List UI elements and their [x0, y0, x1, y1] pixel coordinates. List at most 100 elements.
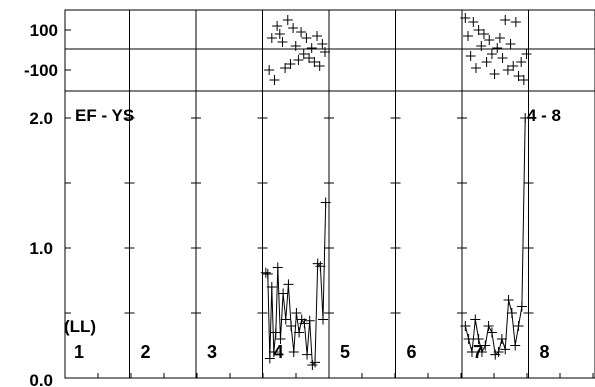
segment-label: 3 [207, 342, 217, 362]
main-panel-frame [64, 90, 595, 379]
data-point [315, 261, 326, 272]
data-point [307, 360, 318, 370]
data-point [506, 308, 517, 318]
top-data-point [282, 15, 293, 25]
top-data-point [513, 71, 524, 81]
data-point [275, 334, 286, 344]
top-data-point [484, 35, 495, 45]
data-point [500, 344, 511, 355]
data-point [264, 353, 275, 364]
top-data-point [470, 63, 481, 73]
top-data-point [280, 63, 291, 73]
top-data-point [492, 43, 503, 53]
main-panel-y-ticks: 2.0 1.0 0.0 [29, 109, 53, 387]
main-y-tick-label: 2.0 [29, 109, 53, 128]
unit-label: (LL) [64, 317, 96, 336]
data-point [483, 321, 494, 331]
data-point [460, 321, 471, 331]
top-data-point [494, 33, 505, 43]
top-data-point [462, 31, 473, 41]
top-data-point [272, 21, 283, 31]
top-data-point [478, 29, 489, 39]
top-data-point [264, 65, 275, 75]
top-data-point [293, 55, 304, 65]
top-data-point [298, 49, 309, 59]
top-data-point [306, 43, 317, 53]
top-data-point [500, 15, 511, 25]
top-data-point [481, 57, 492, 67]
data-point [268, 347, 279, 357]
main-y-tick-label: 0.0 [29, 371, 53, 387]
top-data-point [486, 49, 497, 59]
data-point [286, 321, 297, 331]
data-point [302, 349, 313, 360]
data-point [496, 334, 507, 344]
top-data-point [296, 27, 307, 37]
top-data-point [314, 61, 325, 71]
top-data-point [304, 53, 315, 63]
top-data-point [521, 49, 532, 59]
data-point [291, 308, 302, 318]
data-point [304, 315, 315, 326]
data-point [493, 347, 504, 357]
data-point [299, 318, 310, 329]
data-point [466, 347, 477, 357]
chart-title: EF - YS [75, 106, 134, 125]
segment-label: 1 [74, 342, 84, 362]
data-point [310, 357, 321, 368]
data-point [503, 295, 514, 305]
data-point [476, 347, 487, 357]
data-point [262, 269, 273, 279]
data-point [516, 301, 527, 312]
top-data-point [476, 41, 487, 51]
segment-label: 5 [340, 342, 350, 362]
data-point [260, 267, 271, 278]
main-panel-grid [64, 91, 594, 378]
data-point [296, 314, 307, 325]
top-data-point [518, 75, 529, 85]
top-panel: 100 -100 [24, 9, 595, 92]
data-point [312, 258, 323, 269]
segment-labels: 1 2 3 4 5 6 7 8 [74, 342, 550, 362]
top-data-point [285, 59, 296, 69]
top-data-point [468, 17, 479, 27]
top-data-point [266, 33, 277, 43]
data-point [320, 197, 331, 208]
main-panel: 2.0 1.0 0.0 1 2 3 4 5 6 7 8 EF - YS 4 - 8 (LL) [29, 90, 595, 387]
top-data-point [497, 53, 508, 63]
corner-label: 4 - 8 [527, 106, 561, 125]
data-point [513, 321, 524, 331]
top-data-point [489, 69, 500, 79]
data-point [486, 327, 497, 338]
data-point [280, 314, 291, 325]
data-point [272, 262, 283, 273]
data-point [283, 279, 294, 290]
top-data-point [290, 41, 301, 51]
top-data-point [317, 39, 328, 49]
top-data-point [274, 29, 285, 39]
top-y-tick-label: 100 [30, 21, 58, 40]
data-point [278, 288, 289, 299]
top-data-point [320, 47, 331, 57]
data-point [318, 314, 329, 325]
data-point [463, 334, 474, 344]
top-data-point [465, 51, 476, 61]
main-panel-series [260, 113, 531, 370]
top-data-point [309, 57, 320, 67]
top-data-point [312, 31, 323, 41]
main-y-tick-label: 1.0 [29, 239, 53, 258]
top-data-point [301, 33, 312, 43]
segment-label: 8 [540, 342, 550, 362]
top-data-point [510, 17, 521, 27]
data-point [480, 340, 491, 351]
top-data-point [288, 23, 299, 33]
top-data-point [502, 65, 513, 75]
top-panel-grid [129, 10, 529, 91]
top-data-point [269, 75, 280, 85]
segment-label: 4 [274, 342, 284, 362]
data-point [473, 334, 484, 344]
data-point [270, 327, 281, 338]
top-data-point [505, 39, 516, 49]
top-panel-points [264, 13, 532, 85]
